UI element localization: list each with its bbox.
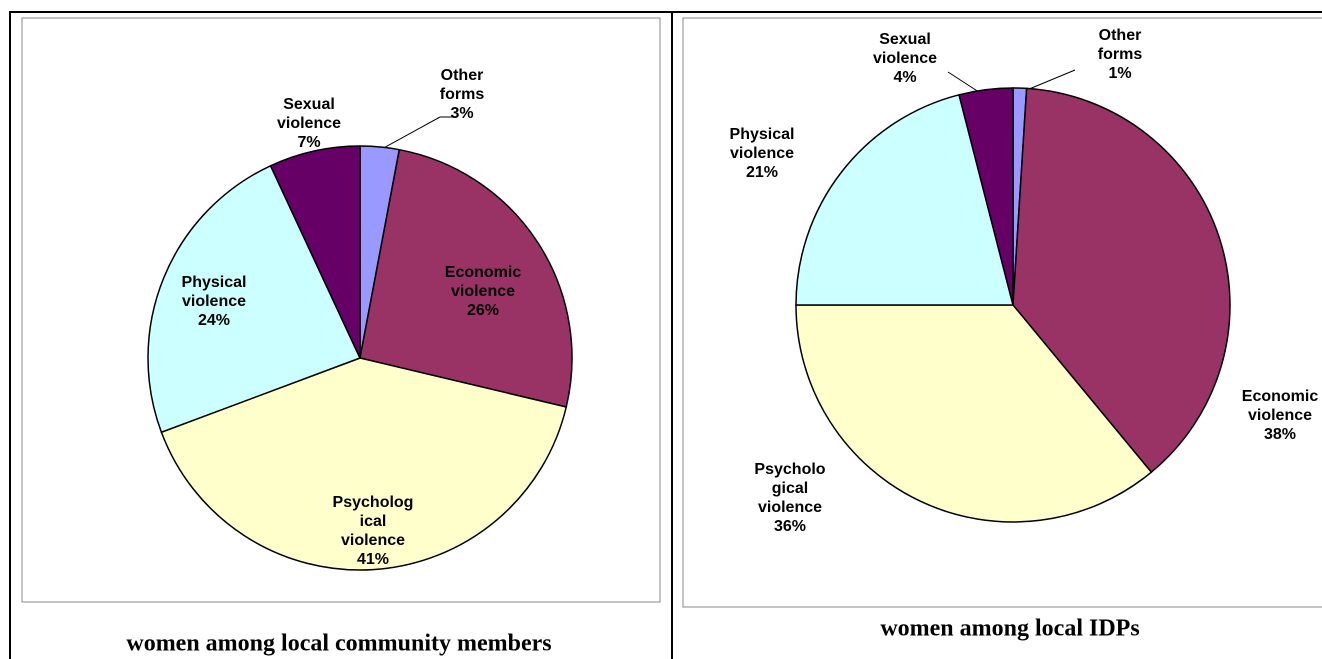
value-label: 21% — [746, 164, 778, 181]
slice-label: Physical — [182, 274, 247, 291]
slice-label: violence — [277, 115, 341, 132]
slice-label: violence — [758, 499, 822, 516]
pie-slice — [269, 145, 361, 359]
value-label: 41% — [357, 551, 389, 568]
value-label: 1% — [1108, 65, 1131, 82]
pie-slice — [1012, 87, 1231, 474]
slice-label: violence — [873, 50, 937, 67]
value-label: 36% — [774, 518, 806, 535]
slice-label: Other — [441, 67, 484, 84]
caption: women among local community members — [126, 631, 551, 657]
value-label: 3% — [450, 105, 473, 122]
value-label: 38% — [1264, 426, 1296, 443]
slice-label: violence — [451, 283, 515, 300]
pie-slice — [795, 93, 1014, 306]
slice-label: Physical — [730, 126, 795, 143]
value-label: 4% — [893, 69, 916, 86]
slice-label: violence — [730, 145, 794, 162]
slice-label: Psycholog — [333, 494, 414, 511]
slice-label: Economic — [445, 264, 522, 281]
slice-label: forms — [1098, 46, 1143, 63]
value-label: 24% — [198, 312, 230, 329]
slice-label: gical — [772, 480, 808, 497]
value-label: 26% — [467, 302, 499, 319]
pie-slice — [359, 148, 573, 408]
slice-label: violence — [341, 532, 405, 549]
slice-label: Economic — [1242, 388, 1319, 405]
pie-slice — [147, 164, 362, 434]
slice-label: Psycholo — [754, 461, 825, 478]
value-label: 7% — [297, 134, 320, 151]
slice-label: Sexual — [283, 96, 335, 113]
slice-label: Sexual — [879, 31, 931, 48]
slice-label: ical — [360, 513, 387, 530]
pie-slice — [958, 87, 1014, 306]
slice-label: violence — [182, 293, 246, 310]
slice-label: Other — [1099, 27, 1142, 44]
pie-slice — [160, 357, 568, 571]
frame — [9, 11, 1322, 659]
slice-label: forms — [440, 86, 485, 103]
pie-slice — [795, 304, 1153, 523]
caption: women among local IDPs — [880, 616, 1139, 642]
leader-line — [379, 116, 441, 151]
slice-label: violence — [1248, 407, 1312, 424]
